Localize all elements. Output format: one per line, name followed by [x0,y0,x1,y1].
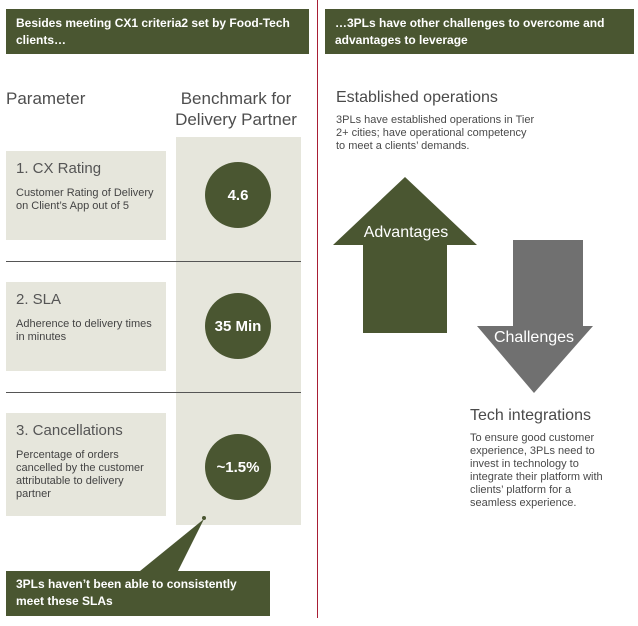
parameter-description: Customer Rating of Delivery on Client’s … [16,187,154,212]
parameter-card-cx-rating: 1. CX Rating Customer Rating of Delivery… [6,151,166,240]
benchmark-value: 35 Min [214,317,262,335]
callout-box: 3PLs haven’t been able to consistently m… [6,571,270,616]
established-operations-description: 3PLs have established operations in Tier… [336,114,535,152]
challenges-label: Challenges [493,329,575,346]
parameter-description: Percentage of orders cancelled by the cu… [16,449,144,500]
parameter-title: 1. CX Rating [16,160,102,177]
vertical-divider [317,0,318,618]
benchmark-circle-cx-rating: 4.6 [205,162,271,228]
parameter-description: Adherence to delivery times in minutes [16,318,152,343]
row-separator [6,392,301,393]
benchmark-value: ~1.5% [216,458,260,476]
established-operations-title: Established operations [336,89,498,106]
benchmark-value: 4.6 [227,186,249,204]
benchmark-circle-cancellations: ~1.5% [205,434,271,500]
benchmark-heading: Benchmark for Delivery Partner [175,89,297,129]
parameter-heading: Parameter [6,89,86,108]
advantages-label: Advantages [363,224,449,241]
parameter-title: 2. SLA [16,291,62,308]
challenges-down-arrow-icon [477,240,593,393]
right-header-banner: …3PLs have other challenges to overcome … [325,9,634,54]
tech-integrations-description: To ensure good customer experience, 3PLs… [470,432,603,509]
parameter-card-cancellations: 3. Cancellations Percentage of orders ca… [6,413,166,516]
tech-integrations-title: Tech integrations [470,407,591,424]
row-separator [6,261,301,262]
benchmark-circle-sla: 35 Min [205,293,271,359]
parameter-title: 3. Cancellations [16,422,123,439]
advantages-up-arrow-icon [333,177,477,333]
parameter-card-sla: 2. SLA Adherence to delivery times in mi… [6,282,166,371]
left-header-banner: Besides meeting CX1 criteria2 set by Foo… [6,9,309,54]
